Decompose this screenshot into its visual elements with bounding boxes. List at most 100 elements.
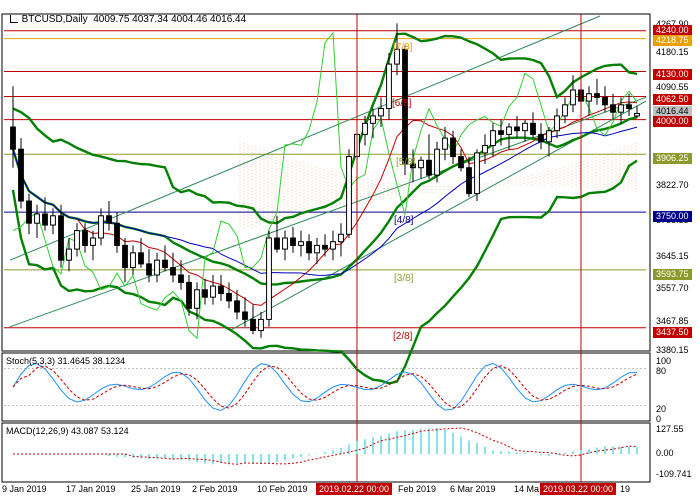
candle-body	[226, 293, 232, 302]
price-tick: 4267.90	[656, 19, 689, 29]
candle-body	[530, 122, 536, 135]
date-tick: 6 Mar 2019	[450, 484, 496, 494]
bollinger-middle	[11, 116, 638, 286]
price-tag: 3906.25	[653, 153, 692, 164]
date-tick: 10 Feb 2019	[257, 484, 308, 494]
murrey-label: [5/8]	[396, 157, 416, 168]
bollinger-upper	[12, 32, 638, 225]
price-tick: 4180.15	[656, 47, 689, 57]
price-tag: 3437.50	[653, 327, 692, 338]
candle-body	[210, 285, 216, 298]
candle-body	[330, 241, 336, 250]
candle-body	[18, 148, 24, 202]
candle-body	[50, 215, 56, 226]
price-pane	[1, 13, 651, 352]
date-tick: Feb 2019	[398, 484, 437, 494]
candle-body	[266, 237, 272, 320]
vertical-markers	[356, 14, 582, 482]
candle-body	[146, 263, 152, 276]
candle-body	[34, 213, 40, 224]
candle-body	[66, 248, 72, 261]
candle-body	[298, 241, 304, 246]
candle-body	[250, 318, 256, 331]
price-tick: 3645.15	[656, 251, 689, 261]
candle-body	[570, 89, 576, 106]
candle-body	[90, 237, 96, 246]
candle-body	[394, 48, 400, 65]
macd-tick: 0.00	[656, 448, 674, 458]
candle-body	[546, 130, 552, 143]
overlay-indicators	[11, 31, 638, 385]
ohlc-values: 4009.75 4037.34 4004.46 4016.44	[93, 14, 247, 25]
price-tag: 4062.50	[653, 94, 692, 105]
candle-body	[610, 104, 616, 113]
candle-body	[434, 148, 440, 176]
candle-body	[474, 152, 480, 195]
candle-body	[186, 281, 192, 309]
symbol-label: BTCUSD,Daily	[21, 14, 88, 25]
candle-body	[258, 318, 264, 331]
candle-body	[202, 289, 208, 298]
candle-body	[74, 230, 80, 250]
candle-body	[562, 104, 568, 117]
murrey-levels	[4, 30, 646, 329]
candle-body	[522, 122, 528, 132]
candle-body	[498, 130, 504, 135]
stoch-tick: 0	[656, 414, 662, 424]
candle-body	[290, 237, 296, 246]
candle-body	[594, 93, 600, 98]
price-tick: 3380.15	[656, 345, 689, 355]
candle-body	[322, 244, 328, 250]
candle-body	[114, 222, 120, 246]
candle-body	[106, 215, 112, 224]
price-tick: 4090.55	[656, 82, 689, 92]
date-tick: 17 Jan 2019	[66, 484, 116, 494]
candle-body	[58, 215, 64, 261]
candle-body	[26, 200, 32, 224]
murrey-label: [4/8]	[394, 215, 414, 226]
candle-body	[482, 145, 488, 154]
candle-body	[402, 48, 408, 165]
candle-body	[586, 93, 592, 102]
price-tick: 3557.70	[656, 283, 689, 293]
macd-label: MACD(12,26,9) 43.087 53.124	[6, 426, 129, 436]
candle-body	[634, 113, 640, 117]
candle-body	[122, 244, 128, 269]
date-marker-tag: 2019.02.22 00:00	[316, 483, 393, 495]
price-tick: 3822.70	[656, 180, 689, 190]
candle-body	[170, 267, 176, 276]
date-tick: 14 Ma	[514, 484, 540, 494]
candle-body	[458, 156, 464, 169]
candle-body	[370, 115, 376, 124]
candle-body	[338, 233, 344, 243]
candle-body	[378, 108, 384, 117]
candle-body	[442, 137, 448, 150]
date-tick: 2 Feb 2019	[192, 484, 238, 494]
candle-body	[538, 133, 544, 143]
price-tag: 4240.00	[653, 25, 692, 36]
candle-body	[42, 213, 48, 226]
candle-body	[82, 230, 88, 246]
date-tick: 9 Jan 2019	[2, 484, 47, 494]
candle-body	[418, 159, 424, 169]
candle-body	[154, 259, 160, 276]
price-tag: 4000.00	[653, 116, 692, 127]
candle-body	[242, 311, 248, 320]
stoch-pane	[1, 352, 651, 422]
candles	[10, 23, 640, 338]
date-marker-tag: 2019.03.22 00:00	[540, 483, 617, 495]
candle-body	[346, 156, 352, 235]
candle-body	[234, 300, 240, 313]
tenkan-line	[12, 101, 638, 306]
candle-body	[98, 215, 104, 239]
candle-body	[626, 104, 632, 110]
candle-body	[362, 122, 368, 135]
candle-body	[162, 259, 168, 269]
stoch-tick: 20	[656, 404, 667, 414]
price-tag: 3750.00	[653, 211, 692, 222]
date-tick: 19	[620, 484, 631, 494]
murrey-label: [7/8]	[393, 42, 413, 53]
price-tag: 4130.00	[653, 69, 692, 80]
candle-body	[194, 289, 200, 309]
candle-body	[178, 274, 184, 283]
